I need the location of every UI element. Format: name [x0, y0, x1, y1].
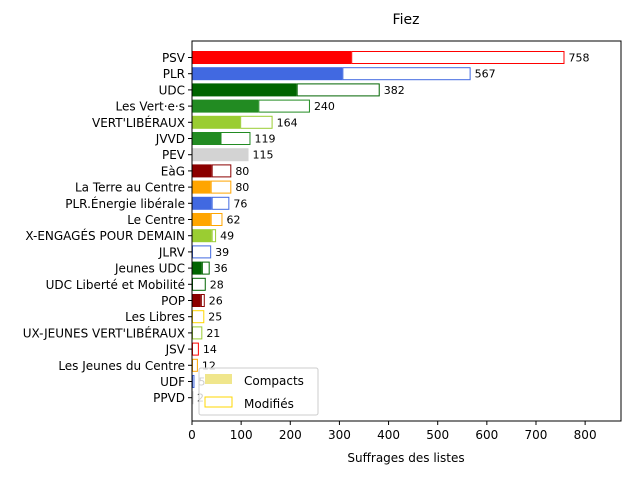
value-label-pev: 115 [253, 149, 274, 162]
bar-modifies-les-jeunes-du-centre [192, 358, 198, 372]
bar-modifies-jlrv [192, 245, 212, 259]
y-tick-label-vert-liberaux: VERT'LIBÉRAUX [92, 115, 185, 130]
y-tick-label-eag: EàG [161, 164, 185, 178]
bar-compacts-plr-energie-liberale [192, 196, 212, 210]
value-label-udc-liberte-et-mobilite: 28 [210, 278, 224, 291]
y-tick-label-udc: UDC [159, 83, 185, 97]
y-tick-label-udf: UDF [160, 375, 185, 389]
bar-modifies-les-vert-e-s [258, 99, 310, 113]
bar-modifies-vert-liberaux [240, 115, 273, 129]
bar-compacts-x-engages-pour-demain [192, 229, 212, 243]
value-label-les-vert-e-s: 240 [314, 100, 335, 113]
y-tick-label-pop: POP [161, 294, 185, 308]
value-label-le-centre: 62 [226, 214, 240, 227]
value-label-jlrv: 39 [215, 246, 229, 259]
value-label-plr-energie-liberale: 76 [233, 197, 247, 210]
y-tick-label-le-centre: Le Centre [127, 213, 185, 227]
legend-swatch-compacts [205, 374, 232, 384]
x-tick-label-100: 100 [230, 428, 253, 442]
bar-compacts-le-centre [192, 213, 211, 226]
bar-modifies-x-engages-pour-demain [211, 229, 217, 243]
x-axis-label: Suffrages des listes [347, 451, 464, 465]
y-tick-label-la-terre-au-centre: La Terre au Centre [75, 181, 185, 195]
bar-compacts-plr [192, 67, 343, 81]
bar-modifies-udc-liberte-et-mobilite [192, 277, 206, 291]
y-tick-label-les-libres: Les Libres [125, 310, 185, 324]
y-tick-label-jeunes-udc: Jeunes UDC [114, 262, 185, 276]
x-tick-label-500: 500 [426, 428, 449, 442]
legend-label-modifies: Modifiés [244, 397, 294, 411]
bar-modifies-jsv [192, 342, 199, 356]
value-label-eag: 80 [235, 165, 249, 178]
bar-modifies-eag [211, 164, 232, 178]
bar-compacts-pev [192, 148, 249, 162]
y-tick-label-ppvd: PPVD [153, 391, 185, 405]
value-label-pop: 26 [209, 295, 223, 308]
y-tick-label-psv: PSV [162, 51, 186, 65]
bar-modifies-ux-jeunes-vert-liberaux [192, 326, 203, 340]
y-tick-label-plr-energie-liberale: PLR.Énergie libérale [65, 196, 185, 211]
bar-modifies-jvvd [220, 132, 251, 145]
bar-modifies-plr [342, 67, 471, 81]
y-tick-label-les-vert-e-s: Les Vert·e·s [116, 100, 186, 114]
value-label-la-terre-au-centre: 80 [235, 181, 249, 194]
y-tick-label-ux-jeunes-vert-liberaux: UX-JEUNES VERT'LIBÉRAUX [23, 325, 185, 340]
value-label-les-libres: 25 [208, 311, 222, 324]
x-tick-label-300: 300 [328, 428, 351, 442]
x-tick-label-700: 700 [525, 428, 548, 442]
y-tick-label-jvvd: JVVD [155, 132, 185, 146]
bar-modifies-la-terre-au-centre [210, 180, 232, 194]
value-label-ux-jeunes-vert-liberaux: 21 [206, 327, 220, 340]
y-tick-label-les-jeunes-du-centre: Les Jeunes du Centre [58, 359, 185, 373]
bar-compacts-vert-liberaux [192, 115, 241, 129]
value-label-psv: 758 [568, 52, 589, 65]
bar-compacts-jvvd [192, 132, 221, 145]
x-tick-label-600: 600 [475, 428, 498, 442]
value-label-jsv: 14 [203, 343, 217, 356]
bars-layer [192, 51, 565, 405]
value-label-plr: 567 [475, 68, 496, 81]
value-label-jeunes-udc: 36 [214, 262, 228, 275]
y-tick-label-jlrv: JLRV [158, 245, 186, 259]
bar-compacts-jeunes-udc [192, 261, 202, 275]
x-axis: 0 100 200 300 400 500 600 700 800 [188, 421, 597, 442]
x-tick-label-200: 200 [279, 428, 302, 442]
y-tick-label-udc-liberte-et-mobilite: UDC Liberté et Mobilité [46, 278, 185, 292]
bar-compacts-les-vert-e-s [192, 99, 259, 113]
x-tick-label-800: 800 [574, 428, 597, 442]
x-tick-label-400: 400 [377, 428, 400, 442]
legend: Compacts Modifiés [198, 367, 319, 416]
legend-swatch-modifies [204, 396, 233, 408]
bar-compacts-eag [192, 164, 212, 178]
bar-modifies-udc [296, 83, 380, 97]
y-tick-label-jsv: JSV [165, 343, 186, 357]
bar-compacts-la-terre-au-centre [192, 180, 211, 194]
bar-modifies-jeunes-udc [201, 261, 210, 275]
chart-title: Fiez [393, 12, 420, 28]
legend-label-compacts: Compacts [244, 374, 304, 388]
value-label-jvvd: 119 [254, 133, 275, 146]
x-tick-label-0: 0 [188, 428, 196, 442]
value-label-x-engages-pour-demain: 49 [220, 230, 234, 243]
bar-modifies-udf [192, 375, 195, 388]
bar-modifies-les-libres [192, 310, 205, 324]
value-label-udc: 382 [384, 84, 405, 97]
y-tick-label-plr: PLR [163, 67, 185, 81]
plot-frame [191, 40, 622, 422]
bar-modifies-psv [351, 51, 565, 64]
bar-compacts-psv [192, 51, 352, 64]
bar-compacts-udc [192, 83, 297, 97]
y-tick-label-pev: PEV [162, 148, 186, 162]
value-label-vert-liberaux: 164 [277, 116, 298, 129]
bar-compacts-pop [192, 294, 201, 307]
bar-modifies-ppvd [192, 391, 194, 405]
y-tick-label-x-engages-pour-demain: X-ENGAGÉS POUR DEMAIN [25, 228, 185, 243]
bar-modifies-plr-energie-liberale [211, 196, 230, 210]
bar-modifies-le-centre [210, 213, 223, 226]
bar-modifies-pop [200, 294, 205, 307]
